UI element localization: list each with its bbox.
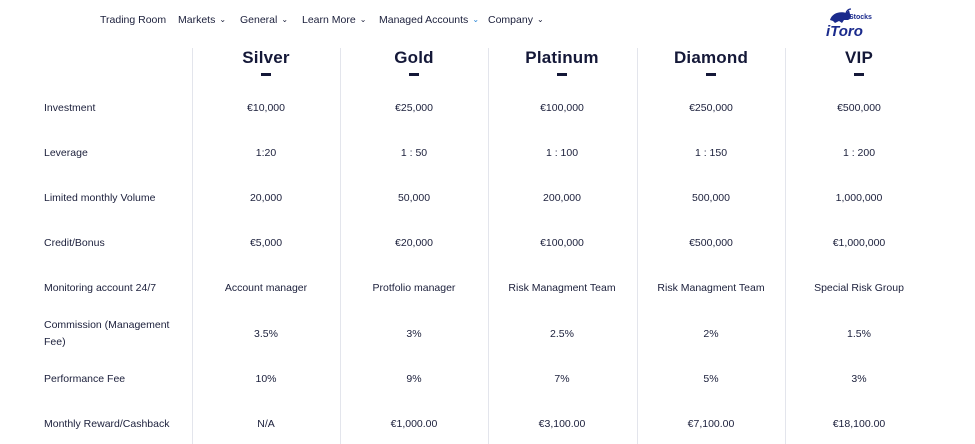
- plan-underline: [261, 73, 271, 76]
- table-cell: €20,000: [395, 237, 433, 249]
- nav-managed-accounts[interactable]: Managed Accounts ⌄: [379, 14, 479, 26]
- chevron-down-icon: ⌄: [536, 15, 544, 24]
- nav-label: Learn More: [302, 14, 356, 26]
- row-label-monthly-reward: Monthly Reward/Cashback: [44, 418, 170, 430]
- plan-header-vip: VIP: [785, 48, 933, 76]
- column-divider: [340, 48, 341, 444]
- table-cell: Special Risk Group: [814, 282, 904, 294]
- plan-underline: [557, 73, 567, 76]
- table-cell: 1,000,000: [835, 192, 883, 204]
- table-cell: 1 : 100: [545, 147, 579, 159]
- table-cell: Risk Managment Team: [508, 282, 616, 294]
- table-cell: 7%: [554, 373, 570, 385]
- svg-text:Stocks: Stocks: [849, 14, 872, 21]
- plan-underline: [706, 73, 716, 76]
- table-cell: €5,000: [249, 237, 283, 249]
- table-cell: 2%: [703, 328, 719, 340]
- nav-company[interactable]: Company ⌄: [488, 14, 544, 26]
- table-cell: 10%: [255, 373, 277, 385]
- table-cell: €7,100.00: [687, 418, 735, 430]
- nav-label: General: [240, 14, 278, 26]
- top-nav: Trading Room Markets ⌄ General ⌄ Learn Mor…: [0, 0, 975, 44]
- table-cell: Account manager: [224, 282, 308, 294]
- table-cell: 3%: [406, 328, 422, 340]
- table-cell: 1 : 50: [400, 147, 428, 159]
- table-cell: 3.5%: [254, 328, 278, 340]
- plan-header-silver: Silver: [192, 48, 340, 76]
- table-cell: 500,000: [692, 192, 730, 204]
- plan-header-gold: Gold: [340, 48, 488, 76]
- table-cell: 2.5%: [550, 328, 574, 340]
- nav-trading-room[interactable]: Trading Room: [100, 14, 166, 26]
- plan-header-diamond: Diamond: [637, 48, 785, 76]
- table-cell: 9%: [406, 373, 422, 385]
- bull-icon: [830, 8, 852, 23]
- table-cell: €10,000: [247, 102, 285, 114]
- plan-title: Platinum: [525, 48, 599, 67]
- table-cell: N/A: [257, 418, 275, 430]
- chevron-down-icon: ⌄: [281, 15, 289, 24]
- column-divider: [488, 48, 489, 444]
- itoro-logo[interactable]: Stocks iToro: [820, 4, 880, 42]
- chevron-down-icon: ⌄: [219, 15, 227, 24]
- table-cell: €100,000: [540, 102, 584, 114]
- chevron-down-icon: ⌄: [472, 15, 480, 24]
- row-label-commission: Commission (Management Fee): [44, 319, 170, 348]
- table-cell: €500,000: [837, 102, 881, 114]
- table-cell: 50,000: [397, 192, 431, 204]
- plan-title: Gold: [394, 48, 434, 67]
- table-cell: Protfolio manager: [372, 282, 456, 294]
- plan-title: Diamond: [673, 48, 749, 67]
- nav-label: Markets: [178, 14, 216, 26]
- row-label-leverage: Leverage: [44, 147, 88, 159]
- row-label-monthly-volume: Limited monthly Volume: [44, 192, 156, 204]
- table-cell: €1,000,000: [832, 237, 886, 249]
- plan-header-platinum: Platinum: [488, 48, 636, 76]
- plan-title: Silver: [242, 48, 290, 67]
- plan-underline: [409, 73, 419, 76]
- row-label-credit-bonus: Credit/Bonus: [44, 237, 105, 249]
- nav-general[interactable]: General ⌄: [240, 14, 288, 26]
- table-cell: 1 : 150: [694, 147, 728, 159]
- table-cell: €100,000: [540, 237, 584, 249]
- table-cell: 20,000: [249, 192, 283, 204]
- table-cell: €250,000: [689, 102, 733, 114]
- nav-label: Trading Room: [100, 14, 167, 26]
- svg-text:iToro: iToro: [826, 23, 863, 40]
- table-cell: 5%: [703, 373, 719, 385]
- nav-label: Managed Accounts: [379, 14, 469, 26]
- table-cell: Risk Managment Team: [657, 282, 765, 294]
- nav-label: Company: [488, 14, 533, 26]
- row-label-investment: Investment: [44, 102, 96, 114]
- chevron-down-icon: ⌄: [359, 15, 367, 24]
- table-cell: €25,000: [395, 102, 433, 114]
- row-label-performance-fee: Performance Fee: [44, 373, 126, 385]
- table-cell: 1 : 200: [842, 147, 876, 159]
- table-cell: 3%: [851, 373, 867, 385]
- row-label-monitoring: Monitoring account 24/7: [44, 282, 157, 294]
- column-divider: [192, 48, 193, 444]
- table-cell: €3,100.00: [538, 418, 586, 430]
- table-cell: 1:20: [255, 147, 277, 159]
- table-cell: 200,000: [543, 192, 581, 204]
- table-cell: €18,100.00: [832, 418, 886, 430]
- nav-markets[interactable]: Markets ⌄: [178, 14, 226, 26]
- table-cell: 1.5%: [847, 328, 871, 340]
- plan-underline: [854, 73, 864, 76]
- nav-learn-more[interactable]: Learn More ⌄: [302, 14, 366, 26]
- column-divider: [785, 48, 786, 444]
- column-divider: [637, 48, 638, 444]
- table-cell: €1,000.00: [390, 418, 438, 430]
- plan-title: VIP: [844, 48, 873, 67]
- table-cell: €500,000: [689, 237, 733, 249]
